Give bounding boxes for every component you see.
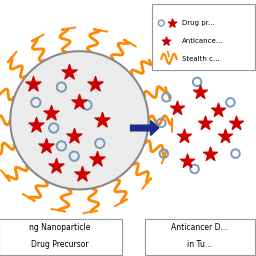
Point [159,21,163,25]
Point [34,100,38,104]
Point [93,82,97,87]
Point [59,144,63,148]
Point [49,111,53,115]
Point [31,82,35,87]
Point [162,152,166,156]
Point [182,134,186,138]
Point [34,123,38,127]
Text: Drug Precursor: Drug Precursor [31,240,89,249]
Point [72,134,76,138]
Point [164,95,168,99]
Point [67,70,71,74]
Point [80,172,84,176]
Point [208,152,212,156]
Point [95,157,99,161]
Point [52,126,56,130]
Text: ng Nanoparticle: ng Nanoparticle [29,223,91,232]
Point [44,144,48,148]
Point [98,141,102,145]
FancyBboxPatch shape [0,219,122,255]
Point [159,121,163,125]
Circle shape [10,51,148,189]
Point [203,121,207,125]
Text: Stealth c...: Stealth c... [182,56,219,62]
Point [198,90,202,94]
Point [164,39,168,43]
Point [85,103,89,107]
Point [175,105,179,110]
FancyBboxPatch shape [145,219,255,255]
Point [233,152,238,156]
Point [54,164,58,168]
Point [233,121,238,125]
Point [216,108,220,112]
Point [169,21,174,25]
Text: Anticancer D...: Anticancer D... [171,223,228,232]
Point [185,159,189,163]
Point [72,154,76,158]
Text: in Tu...: in Tu... [187,240,212,249]
Point [195,80,199,84]
Point [77,100,81,104]
Point [100,118,104,122]
Point [223,134,227,138]
Point [228,100,232,104]
Text: Anticance...: Anticance... [182,38,223,44]
FancyBboxPatch shape [152,4,255,70]
FancyArrow shape [131,121,159,135]
Point [59,85,63,89]
Point [193,167,197,171]
Text: Drug pr...: Drug pr... [182,20,214,26]
